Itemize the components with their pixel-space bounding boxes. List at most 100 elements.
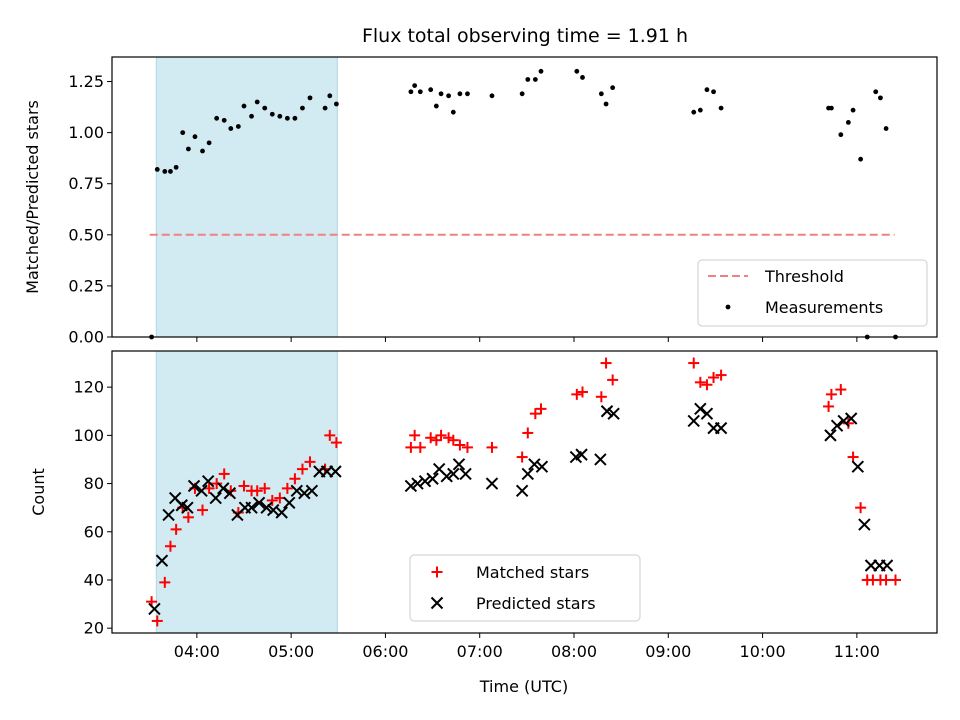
matched-star-point — [266, 494, 278, 506]
matched-star-point — [211, 478, 223, 490]
legend-top: Threshold Measurements — [697, 259, 928, 327]
predicted-star-point — [329, 465, 342, 478]
matched-star-point — [170, 523, 182, 535]
measurement-point — [580, 75, 585, 80]
y-bottom-tick-label: 20 — [84, 619, 104, 638]
y-top-tick-label: 0.25 — [68, 276, 104, 295]
matched-star-point — [715, 369, 727, 381]
matched-star-point — [823, 400, 835, 412]
ratio-series — [149, 68, 898, 340]
matched-star-point — [835, 384, 847, 396]
measurement-point — [883, 126, 889, 131]
x-tick-label: 09:00 — [645, 642, 691, 661]
measurement-point — [718, 105, 724, 111]
measurement-point — [292, 115, 298, 121]
matched-star-point — [486, 441, 498, 453]
matched-star-point — [304, 456, 316, 468]
predicted-star-point — [858, 518, 871, 531]
x-tick-label: 07:00 — [457, 642, 503, 661]
matched-star-point — [701, 379, 713, 391]
measurement-point — [408, 89, 414, 95]
measurement-point — [603, 101, 609, 107]
y-bottom-tick-label: 40 — [84, 570, 104, 589]
matched-star-point — [576, 386, 588, 398]
measurement-point — [711, 89, 716, 95]
matched-star-point — [825, 388, 837, 400]
y-bottom-tick-label: 100 — [73, 426, 104, 445]
predicted-star-point — [824, 429, 837, 442]
measurement-point — [221, 117, 227, 123]
measurement-point — [334, 101, 339, 107]
measurement-point — [525, 77, 531, 82]
predicted-star-point — [305, 484, 319, 498]
x-tick-label: 04:00 — [174, 642, 220, 661]
y-bottom-tick-label: 80 — [84, 474, 104, 493]
matched-star-point — [324, 429, 336, 441]
matched-star-point — [516, 451, 528, 463]
measurement-point — [446, 93, 451, 99]
legend-bottom: Matched stars Predicted stars — [409, 554, 641, 622]
measurement-point — [214, 115, 220, 121]
x-tick-label: 05:00 — [268, 642, 314, 661]
measurement-point — [465, 91, 470, 97]
measurement-point — [173, 164, 179, 170]
matched-star-point — [880, 574, 892, 586]
matched-star-point — [435, 429, 447, 441]
legend-predicted-swatch — [430, 596, 444, 610]
measurement-point — [262, 105, 268, 111]
matched-star-point — [197, 504, 209, 516]
predicted-star-point — [600, 405, 614, 418]
panel-ratio: Flux total observing time = 1.91 h 0.000… — [23, 25, 938, 347]
predicted-star-point — [515, 484, 529, 498]
measurement-point — [519, 91, 525, 97]
predicted-star-point — [411, 477, 424, 490]
measurement-point — [254, 99, 260, 105]
measurement-point — [691, 109, 697, 115]
predicted-star-point — [181, 501, 194, 514]
predicted-star-point — [700, 407, 714, 420]
predicted-star-point — [687, 414, 700, 428]
predicted-star-point — [195, 484, 208, 498]
predicted-star-point — [485, 477, 499, 490]
matched-star-point — [164, 540, 176, 552]
predicted-star-point — [252, 496, 266, 510]
x-tick-label: 06:00 — [362, 642, 408, 661]
predicted-star-point — [440, 470, 453, 483]
measurement-point — [154, 167, 160, 172]
predicted-star-point — [148, 602, 161, 616]
measurement-point — [417, 89, 423, 95]
y-ticks-top: 0.00 0.25 0.50 0.75 1.00 1.25 — [68, 72, 112, 347]
matched-star-point — [855, 502, 867, 514]
predicted-star-point — [607, 407, 620, 420]
matched-star-point — [159, 576, 171, 588]
matched-star-point — [529, 408, 541, 420]
matched-star-point — [330, 437, 342, 449]
matched-star-point — [414, 441, 426, 453]
matched-star-point — [454, 439, 466, 451]
measurement-point — [168, 169, 173, 174]
measurement-point — [438, 91, 444, 97]
legend-matched-swatch — [431, 566, 443, 578]
axes-frame-bottom — [111, 350, 938, 634]
legend-box-bottom — [409, 554, 641, 622]
measurement-point — [307, 95, 313, 101]
measurement-point — [610, 85, 616, 91]
predicted-star-point — [830, 419, 844, 432]
matched-star-point — [296, 463, 308, 475]
axes-frame-top — [111, 56, 938, 338]
matched-star-point — [289, 473, 301, 485]
measurement-point — [249, 113, 254, 119]
measurement-point — [838, 132, 844, 138]
measurement-point — [428, 87, 434, 93]
shaded-interval-top — [155, 56, 338, 338]
matched-star-point — [281, 482, 293, 494]
measurement-point — [200, 148, 205, 154]
legend-cross-marker — [430, 596, 444, 610]
measurement-point — [284, 115, 290, 121]
matched-star-point — [890, 574, 902, 586]
measurement-point — [269, 111, 275, 117]
y-ticks-bottom: 20 40 60 80 100 120 — [73, 378, 112, 638]
predicted-star-point — [426, 472, 439, 485]
predicted-star-point — [298, 486, 311, 500]
